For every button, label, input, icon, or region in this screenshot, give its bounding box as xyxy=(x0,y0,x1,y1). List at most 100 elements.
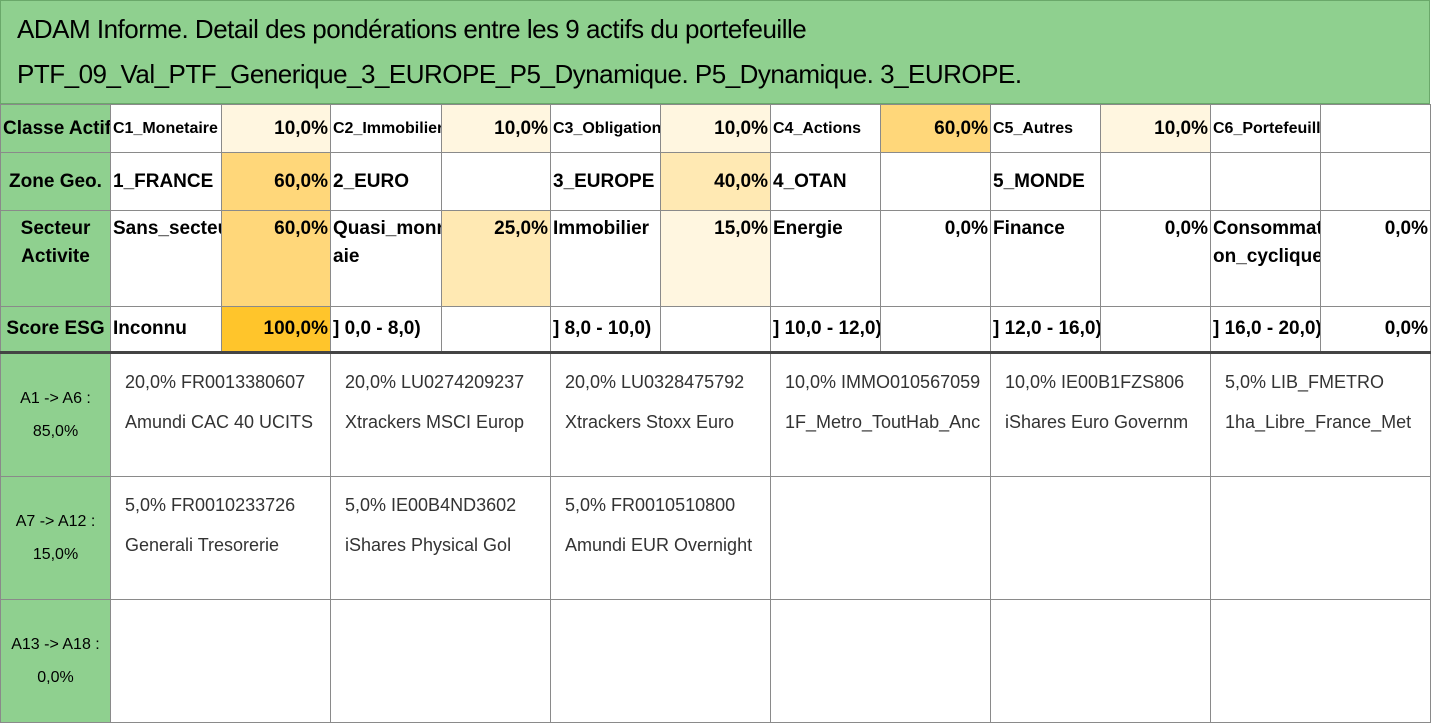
asset-cell xyxy=(770,599,991,723)
zone-cell-label: 3_EUROPE xyxy=(550,152,661,211)
asset-cell xyxy=(770,476,991,600)
asset-row-a7-a12: A7 -> A12 : 15,0% 5,0% FR0010233726 Genera… xyxy=(0,476,1431,600)
esg-cell-label: ] 12,0 - 16,0) xyxy=(990,306,1101,353)
asset-range-total: 0,0% xyxy=(37,669,74,686)
asset-cell: 5,0% FR0010233726 Generali Tresorerie xyxy=(110,476,331,600)
secteur-cell-label: Quasi_monn aie xyxy=(330,210,442,307)
secteur-activite-row: Secteur Activite Sans_secteur 60,0% Quas… xyxy=(0,210,1431,307)
asset-name: Amundi CAC 40 UCITS xyxy=(125,412,314,432)
asset-weight-isin: 20,0% FR0013380607 xyxy=(125,372,306,392)
asset-cell xyxy=(1210,599,1431,723)
secteur-cell-pct: 0,0% xyxy=(1100,210,1211,307)
asset-row-a1-a6: A1 -> A6 : 85,0% 20,0% FR0013380607 Amundi… xyxy=(0,351,1431,477)
asset-range-total: 85,0% xyxy=(32,423,79,440)
zone-cell-pct: 40,0% xyxy=(660,152,771,211)
secteur-activite-header: Secteur Activite xyxy=(0,210,111,307)
secteur-cell-pct: 0,0% xyxy=(880,210,991,307)
asset-weight-isin: 20,0% LU0328475792 xyxy=(565,372,745,392)
zone-cell-label: 1_FRANCE xyxy=(110,152,222,211)
classe-cell-label: C2_Immobilier xyxy=(330,104,442,153)
esg-cell-pct: 100,0% xyxy=(221,306,331,353)
asset-weight-isin: 5,0% IE00B4ND3602 xyxy=(345,495,517,515)
asset-name: 1ha_Libre_France_Met xyxy=(1225,412,1412,432)
asset-weight-isin: 5,0% LIB_FMETRO xyxy=(1225,372,1385,392)
classe-cell-pct: 10,0% xyxy=(1100,104,1211,153)
asset-weight-isin: 10,0% IE00B1FZS806 xyxy=(1005,372,1185,392)
asset-range-label: A7 -> A12 : 15,0% xyxy=(0,476,111,600)
esg-cell-label: ] 8,0 - 10,0) xyxy=(550,306,661,353)
asset-cell xyxy=(110,599,331,723)
asset-cell xyxy=(1210,476,1431,600)
score-esg-header: Score ESG xyxy=(0,306,111,353)
asset-name: iShares Euro Governm xyxy=(1005,412,1189,432)
zone-cell-pct xyxy=(1100,152,1211,211)
classe-cell-pct: 10,0% xyxy=(221,104,331,153)
classe-cell-label: C6_Portefeuill xyxy=(1210,104,1321,153)
score-esg-row: Score ESG Inconnu 100,0% ] 0,0 - 8,0) ] … xyxy=(0,306,1431,353)
asset-cell: 20,0% LU0274209237 Xtrackers MSCI Europ xyxy=(330,351,551,477)
asset-row-a13-a18: A13 -> A18 : 0,0% xyxy=(0,599,1431,723)
classe-actif-header: Classe Actif xyxy=(0,104,111,153)
classe-actif-row: Classe Actif C1_Monetaire 10,0% C2_Immob… xyxy=(0,104,1431,153)
asset-range-label: A1 -> A6 : 85,0% xyxy=(0,351,111,477)
zone-cell-label: 2_EURO xyxy=(330,152,442,211)
asset-range-label: A13 -> A18 : 0,0% xyxy=(0,599,111,723)
classe-cell-label: C5_Autres xyxy=(990,104,1101,153)
secteur-cell-pct: 25,0% xyxy=(441,210,551,307)
zone-cell-pct xyxy=(441,152,551,211)
asset-cell: 5,0% IE00B4ND3602 iShares Physical Gol xyxy=(330,476,551,600)
secteur-cell-pct: 60,0% xyxy=(221,210,331,307)
zone-cell-label: 4_OTAN xyxy=(770,152,881,211)
asset-cell xyxy=(990,476,1211,600)
asset-name: 1F_Metro_ToutHab_Anc xyxy=(785,412,981,432)
esg-cell-label: ] 10,0 - 12,0) xyxy=(770,306,881,353)
asset-cell: 5,0% LIB_FMETRO 1ha_Libre_France_Met xyxy=(1210,351,1431,477)
esg-cell-pct xyxy=(660,306,771,353)
esg-cell-label: ] 16,0 - 20,0) xyxy=(1210,306,1321,353)
classe-cell-pct xyxy=(1320,104,1431,153)
zone-cell-label xyxy=(1210,152,1321,211)
asset-name: Amundi EUR Overnight xyxy=(565,535,753,555)
asset-weight-isin: 10,0% IMMO010567059 xyxy=(785,372,981,392)
asset-cell xyxy=(330,599,551,723)
zone-cell-label: 5_MONDE xyxy=(990,152,1101,211)
esg-cell-pct: 0,0% xyxy=(1320,306,1431,353)
asset-name: Xtrackers MSCI Europ xyxy=(345,412,525,432)
classe-cell-label: C4_Actions xyxy=(770,104,881,153)
asset-name: Xtrackers Stoxx Euro xyxy=(565,412,735,432)
zone-cell-pct xyxy=(1320,152,1431,211)
secteur-cell-label: Immobilier xyxy=(550,210,661,307)
classe-cell-label: C1_Monetaire xyxy=(110,104,222,153)
asset-name: Generali Tresorerie xyxy=(125,535,280,555)
esg-cell-pct xyxy=(880,306,991,353)
asset-name: iShares Physical Gol xyxy=(345,535,512,555)
zone-geo-row: Zone Geo. 1_FRANCE 60,0% 2_EURO 3_EUROPE… xyxy=(0,152,1431,211)
asset-cell: 5,0% FR0010510800 Amundi EUR Overnight xyxy=(550,476,771,600)
asset-range-total: 15,0% xyxy=(32,546,79,563)
secteur-cell-pct: 0,0% xyxy=(1320,210,1431,307)
asset-cell xyxy=(550,599,771,723)
asset-range-title: A13 -> A18 : xyxy=(11,636,100,653)
weights-table: Classe Actif C1_Monetaire 10,0% C2_Immob… xyxy=(0,104,1431,723)
esg-cell-label: Inconnu xyxy=(110,306,222,353)
secteur-cell-pct: 15,0% xyxy=(660,210,771,307)
secteur-cell-label: Finance xyxy=(990,210,1101,307)
secteur-cell-label: Energie xyxy=(770,210,881,307)
classe-cell-pct: 60,0% xyxy=(880,104,991,153)
esg-cell-label: ] 0,0 - 8,0) xyxy=(330,306,442,353)
classe-cell-label: C3_Obligations xyxy=(550,104,661,153)
asset-cell xyxy=(990,599,1211,723)
asset-cell: 20,0% LU0328475792 Xtrackers Stoxx Euro xyxy=(550,351,771,477)
classe-cell-pct: 10,0% xyxy=(441,104,551,153)
asset-weight-isin: 5,0% FR0010510800 xyxy=(565,495,736,515)
secteur-cell-label: Consommati on_cyclique xyxy=(1210,210,1321,307)
asset-range-title: A7 -> A12 : xyxy=(15,513,96,530)
esg-cell-pct xyxy=(441,306,551,353)
secteur-cell-label: Sans_secteur xyxy=(110,210,222,307)
asset-weight-isin: 5,0% FR0010233726 xyxy=(125,495,296,515)
asset-cell: 20,0% FR0013380607 Amundi CAC 40 UCITS xyxy=(110,351,331,477)
asset-weight-isin: 20,0% LU0274209237 xyxy=(345,372,525,392)
report-title: ADAM Informe. Detail des pondérations en… xyxy=(0,0,1430,104)
zone-geo-header: Zone Geo. xyxy=(0,152,111,211)
asset-range-title: A1 -> A6 : xyxy=(20,390,91,407)
